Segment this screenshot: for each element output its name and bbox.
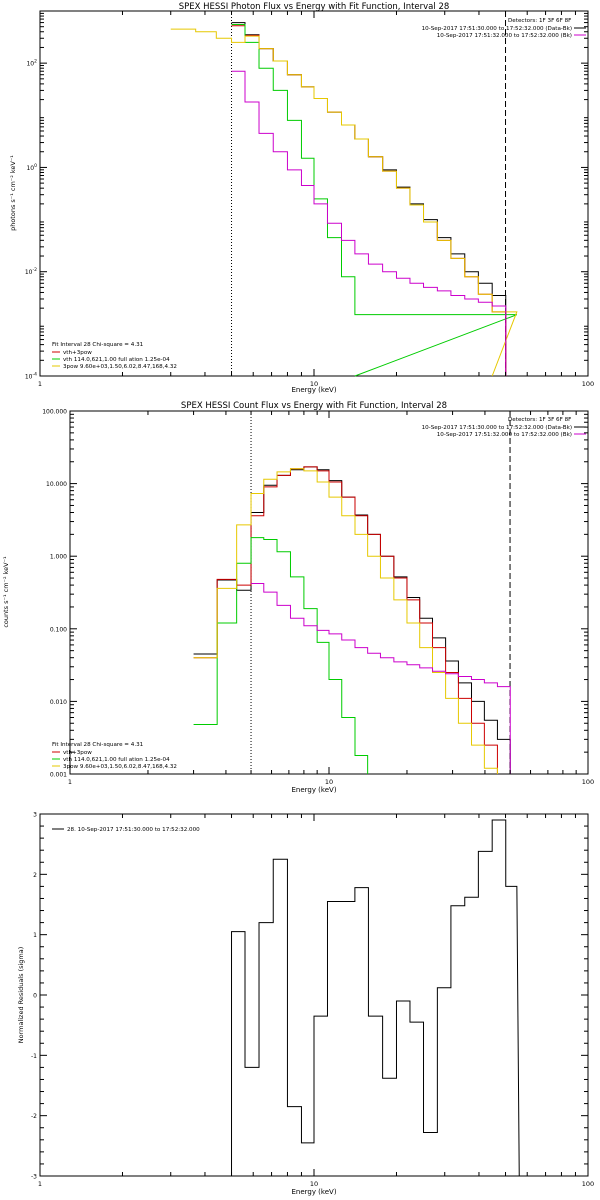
y-tick-label: 10-2 [25, 267, 37, 276]
fit-legend-vth: vth 114.0,621,1.00 full ation 1.25e-04 [63, 357, 170, 363]
x-tick-label: 1 [38, 1180, 42, 1188]
fit-legend-3pow: 3pow 9.60e+03,1.50,6.02,8.47,168,4.32 [63, 364, 177, 370]
x-tick-label: 10 [310, 1180, 318, 1188]
y-tick-label: 100 [26, 163, 37, 172]
legend-header: Detectors: 1F 3F 6F 8F [508, 417, 571, 423]
count-flux-legend-bottom-left: Fit Interval 28 Chi-square = 4.31 vth+3p… [52, 742, 177, 770]
y-tick-label: 10-4 [25, 372, 37, 381]
series-3-histogram [170, 28, 518, 377]
y-tick-label: 0.010 [50, 699, 67, 706]
x-tick-label: 1 [38, 380, 42, 388]
fit-legend-3pow: 3pow 9.60e+03,1.50,6.02,8.47,168,4.32 [63, 764, 177, 770]
fit-legend-total: vth+3pow [63, 350, 92, 356]
series-0-histogram [231, 819, 520, 1177]
residuals-legend-label: 28. 10-Sep-2017 17:51:30.000 to 17:52:32… [67, 827, 200, 833]
x-tick-label: 1 [68, 778, 72, 786]
x-tick-label: 100 [582, 1180, 594, 1188]
series-2-histogram [231, 24, 518, 377]
legend-entry-bk: 10-Sep-2017 17:51:32.000 to 17:52:32.000… [437, 432, 572, 438]
residuals-legend: 28. 10-Sep-2017 17:51:30.000 to 17:52:32… [52, 827, 200, 833]
residuals-series [231, 819, 520, 1177]
photon-flux-legend-top-right: Detectors: 1F 3F 6F 8F 10-Sep-2017 17:51… [422, 18, 586, 39]
residuals-ticks: 1 10 100 -3 -2 -1 0 1 2 3 [31, 812, 594, 1189]
legend-entry-data-bk: 10-Sep-2017 17:51:30.000 to 17:52:32.000… [422, 425, 572, 431]
legend-entry-data-bk: 10-Sep-2017 17:51:30.000 to 17:52:32.000… [422, 26, 572, 32]
photon-flux-y-label: photons s⁻¹ cm⁻² keV⁻¹ [9, 155, 17, 231]
fit-legend-header: Fit Interval 28 Chi-square = 4.31 [52, 342, 144, 348]
x-tick-label: 10 [325, 778, 333, 786]
x-tick-label: 100 [582, 778, 594, 786]
series-3-histogram [193, 468, 498, 774]
y-tick-label: 0 [33, 993, 37, 1000]
legend-header: Detectors: 1F 3F 6F 8F [508, 18, 571, 24]
y-tick-label: 0.100 [50, 626, 67, 633]
photon-flux-x-label: Energy (keV) [291, 386, 336, 394]
photon-flux-title: SPEX HESSI Photon Flux vs Energy with Fi… [179, 2, 450, 12]
y-tick-label: 10.000 [46, 481, 67, 488]
count-flux-panel: SPEX HESSI Count Flux vs Energy with Fit… [2, 401, 594, 794]
legend-entry-bk: 10-Sep-2017 17:51:32.000 to 17:52:32.000… [437, 33, 572, 39]
series-4-histogram [231, 70, 507, 376]
photon-flux-ticks: 1 10 100 10-4 10-2 100 102 [25, 11, 594, 388]
series-4-histogram [251, 583, 511, 774]
y-tick-label: -1 [31, 1053, 37, 1060]
count-flux-series [193, 411, 511, 774]
y-tick-label: 2 [33, 872, 37, 879]
residuals-panel: 1 10 100 -3 -2 -1 0 1 2 3 Energy (keV) Normalized… [17, 812, 594, 1197]
residuals-y-label: Normalized Residuals (sigma) [17, 947, 25, 1044]
count-flux-legend-top-right: Detectors: 1F 3F 6F 8F 10-Sep-2017 17:51… [422, 417, 586, 438]
count-flux-title: SPEX HESSI Count Flux vs Energy with Fit… [181, 401, 447, 411]
y-tick-label: 1.000 [50, 554, 67, 561]
count-flux-x-label: Energy (keV) [291, 786, 336, 794]
photon-flux-panel: SPEX HESSI Photon Flux vs Energy with Fi… [9, 2, 594, 394]
y-tick-label: -2 [31, 1113, 37, 1120]
y-tick-label: 1 [33, 932, 37, 939]
y-tick-label: -3 [31, 1174, 37, 1181]
fit-legend-total: vth+3pow [63, 750, 92, 756]
count-flux-y-label: counts s⁻¹ cm⁻² keV⁻¹ [2, 556, 10, 628]
y-tick-label: 0.001 [50, 772, 67, 779]
y-tick-label: 3 [33, 812, 37, 819]
y-tick-label: 100.000 [42, 409, 67, 416]
x-tick-label: 100 [582, 380, 594, 388]
y-tick-label: 102 [26, 59, 37, 68]
x-tick-label: 10 [310, 380, 318, 388]
fit-legend-header: Fit Interval 28 Chi-square = 4.31 [52, 742, 144, 748]
photon-flux-legend-bottom-left: Fit Interval 28 Chi-square = 4.31 vth+3p… [52, 342, 177, 370]
fit-legend-vth: vth 114.0,621,1.00 full ation 1.25e-04 [63, 757, 170, 763]
residuals-x-label: Energy (keV) [291, 1188, 336, 1196]
photon-flux-series [170, 11, 518, 377]
